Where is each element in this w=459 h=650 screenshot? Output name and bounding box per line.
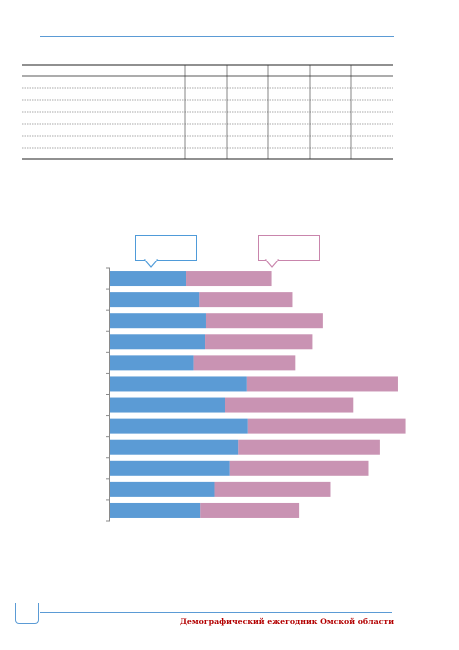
bar-series-2-row-7 xyxy=(224,397,354,413)
footer-title: Демографический ежегодник Омской области xyxy=(180,617,395,626)
header-rule xyxy=(40,36,394,37)
bar-series-1-row-11 xyxy=(110,481,215,497)
bar-series-2-row-2 xyxy=(199,292,293,308)
bar-series-1-row-4 xyxy=(110,334,206,350)
page-number-tab xyxy=(15,603,39,624)
bar-series-2-row-3 xyxy=(205,313,323,329)
bar-series-1-row-12 xyxy=(110,502,201,518)
bar-series-2-row-6 xyxy=(246,376,398,392)
bar-series-1-row-1 xyxy=(110,271,187,287)
bar-series-1-row-8 xyxy=(110,418,248,434)
bar-series-2-row-11 xyxy=(214,481,331,497)
bar-series-2-row-4 xyxy=(205,334,313,350)
bar-series-2-row-8 xyxy=(247,418,406,434)
bar-series-1-row-6 xyxy=(110,376,247,392)
footer-rule xyxy=(40,612,392,613)
bar-series-1-row-3 xyxy=(110,313,206,329)
data-table xyxy=(22,64,393,160)
bar-series-1-row-5 xyxy=(110,355,194,371)
bar-series-1-row-2 xyxy=(110,292,200,308)
legend-callout-series-1 xyxy=(135,235,197,268)
bar-series-1-row-7 xyxy=(110,397,225,413)
bar-series-2-row-12 xyxy=(200,502,300,518)
bar-series-1-row-9 xyxy=(110,439,239,455)
bar-series-2-row-1 xyxy=(186,271,272,287)
bar-series-2-row-10 xyxy=(229,460,369,476)
legend-callout-series-2 xyxy=(258,235,320,268)
bar-series-2-row-9 xyxy=(238,439,380,455)
bar-series-2-row-5 xyxy=(193,355,296,371)
callout-pointer-2 xyxy=(264,259,280,268)
callout-pointer-1 xyxy=(143,259,159,268)
bar-series-1-row-10 xyxy=(110,460,230,476)
